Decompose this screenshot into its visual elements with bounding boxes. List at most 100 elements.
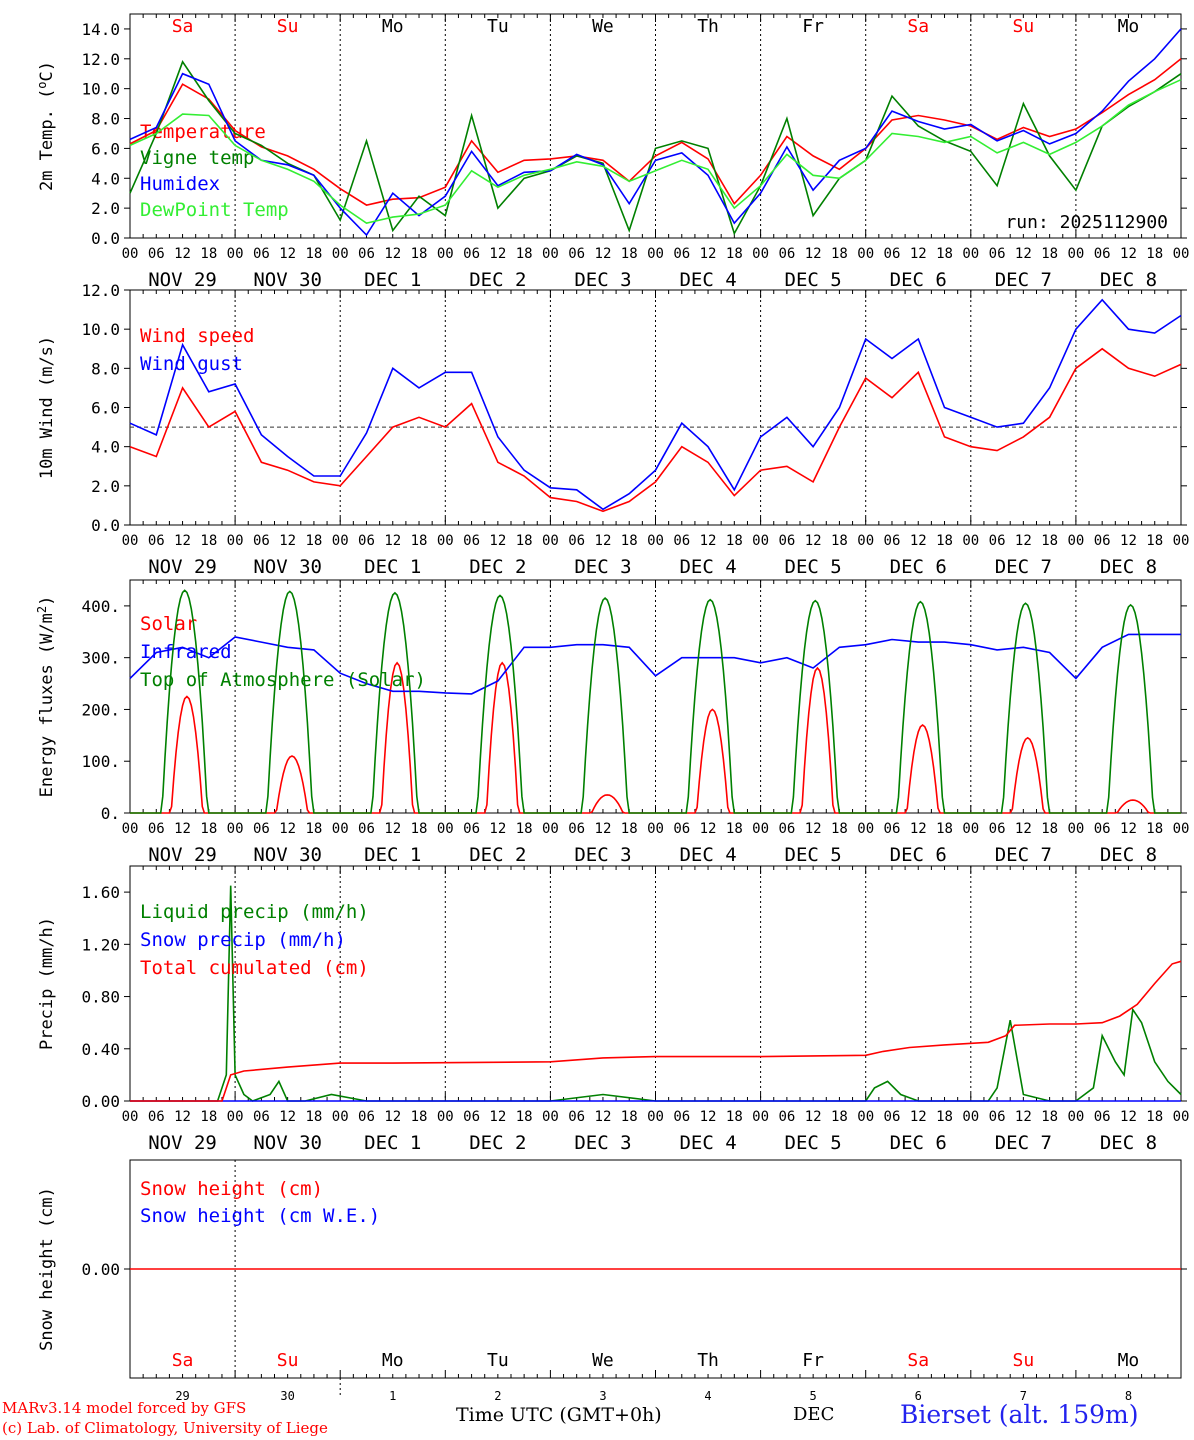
hour-tick-label: 12 [805,1109,822,1125]
hour-tick-label: 12 [279,246,296,262]
hour-tick-label: 06 [673,821,690,837]
hour-tick-label: 12 [174,246,191,262]
hour-tick-label: 00 [1067,533,1084,549]
weekday-label: We [592,16,614,37]
y-tick-label: 4.0 [91,169,120,188]
hour-tick-label: 06 [358,821,375,837]
hour-tick-label: 00 [227,821,244,837]
date-label: DEC 1 [364,844,421,866]
y-axis-label: 10m Wind (m/s) [37,336,57,479]
hour-tick-label: 06 [148,821,165,837]
hour-tick-label: 12 [384,533,401,549]
y-tick-label: 0.0 [91,229,120,248]
hour-tick-label: 12 [910,533,927,549]
date-label: DEC 2 [469,844,526,866]
hour-tick-label: 00 [647,1109,664,1125]
hour-tick-label: 12 [805,821,822,837]
series-line-4 [129,78,1182,224]
hour-tick-label: 12 [1120,1109,1137,1125]
hour-tick-label: 18 [726,821,743,837]
station-label: Bierset (alt. 159m) [900,1400,1139,1429]
hour-tick-label: 18 [1146,533,1163,549]
hour-tick-label: 00 [122,1109,139,1125]
weekday-label: Tu [487,1350,509,1371]
panel-3: 0. 100. 200. 300. 400. Energy fluxes (W/m2) 00… [35,579,1189,866]
hour-tick-label: 18 [305,821,322,837]
hour-tick-label: 12 [174,533,191,549]
day-number-label: 7 [1020,1389,1027,1403]
weekday-label: Mo [382,1350,404,1371]
hour-tick-label: 00 [437,821,454,837]
day-number-label: 29 [175,1389,189,1403]
y-tick-label: 0.0 [91,516,120,535]
hour-tick-label: 18 [936,821,953,837]
hour-tick-label: 00 [227,1109,244,1125]
hour-tick-label: 18 [726,1109,743,1125]
hour-tick-label: 00 [437,246,454,262]
hour-tick-label: 00 [542,533,559,549]
hour-tick-label: 06 [778,821,795,837]
hour-tick-label: 12 [489,821,506,837]
legend-entry: Infrared [140,641,232,663]
date-label: NOV 29 [148,844,217,866]
hour-tick-label: 06 [148,246,165,262]
hour-tick-label: 06 [253,1109,270,1125]
y-tick-label: 6.0 [91,139,120,158]
hour-tick-label: 12 [910,1109,927,1125]
series-line-3 [130,960,1182,1102]
hour-tick-label: 06 [463,1109,480,1125]
run-annotation: run: 2025112900 [1005,212,1168,233]
hour-tick-label: 18 [936,533,953,549]
hour-tick-label: 00 [122,821,139,837]
legend-entry: Total cumulated (cm) [140,957,369,979]
date-label: DEC 7 [995,844,1052,866]
date-label: DEC 3 [574,1132,631,1154]
date-label: NOV 29 [148,1132,217,1154]
hour-tick-label: 12 [1015,821,1032,837]
legend-entry: Snow height (cm W.E.) [140,1205,380,1227]
weekday-label: Sa [172,1350,194,1371]
hour-tick-label: 12 [384,1109,401,1125]
hour-tick-label: 12 [595,246,612,262]
hour-tick-label: 12 [489,1109,506,1125]
weekday-label: Su [277,1350,299,1371]
hour-tick-label: 00 [857,821,874,837]
date-label: DEC 2 [469,269,526,291]
y-tick-label: 1.20 [81,935,120,954]
hour-tick-label: 06 [778,1109,795,1125]
hour-tick-label: 18 [831,533,848,549]
legend-entry: Wind speed [140,325,254,347]
hour-tick-label: 18 [831,1109,848,1125]
hour-tick-label: 18 [305,246,322,262]
hour-tick-label: 06 [253,821,270,837]
hour-tick-label: 18 [621,1109,638,1125]
hour-tick-label: 06 [884,821,901,837]
hour-tick-label: 12 [279,1109,296,1125]
hour-tick-label: 00 [857,246,874,262]
hour-tick-label: 18 [200,533,217,549]
weekday-label: Sa [907,1350,929,1371]
month-label: DEC [793,1404,835,1425]
date-label: DEC 1 [364,1132,421,1154]
hour-tick-label: 00 [647,821,664,837]
date-label: NOV 30 [253,844,322,866]
y-tick-label: 0.00 [81,1260,120,1279]
weekday-label: Mo [382,16,404,37]
hour-tick-label: 18 [1146,246,1163,262]
hour-tick-label: 12 [1015,1109,1032,1125]
hour-tick-label: 12 [805,246,822,262]
hour-tick-label: 12 [489,533,506,549]
date-label: NOV 30 [253,1132,322,1154]
hour-tick-label: 00 [752,821,769,837]
hour-tick-label: 06 [253,533,270,549]
hour-tick-label: 00 [437,1109,454,1125]
date-label: DEC 2 [469,1132,526,1154]
hour-tick-label: 18 [516,533,533,549]
hour-tick-label: 00 [1067,821,1084,837]
y-tick-label: 2.0 [91,199,120,218]
panel-1: 0.0 2.0 4.0 6.0 8.0 10.0 12.0 14.0 2m Temp. (oC)… [35,13,1189,291]
panel-4: 0.00 0.40 0.80 1.20 1.60 Precip (mm/h) 00 06 12 1… [37,865,1189,1154]
hour-tick-label: 12 [700,1109,717,1125]
hour-tick-label: 06 [673,1109,690,1125]
series-line-2 [129,633,1181,695]
